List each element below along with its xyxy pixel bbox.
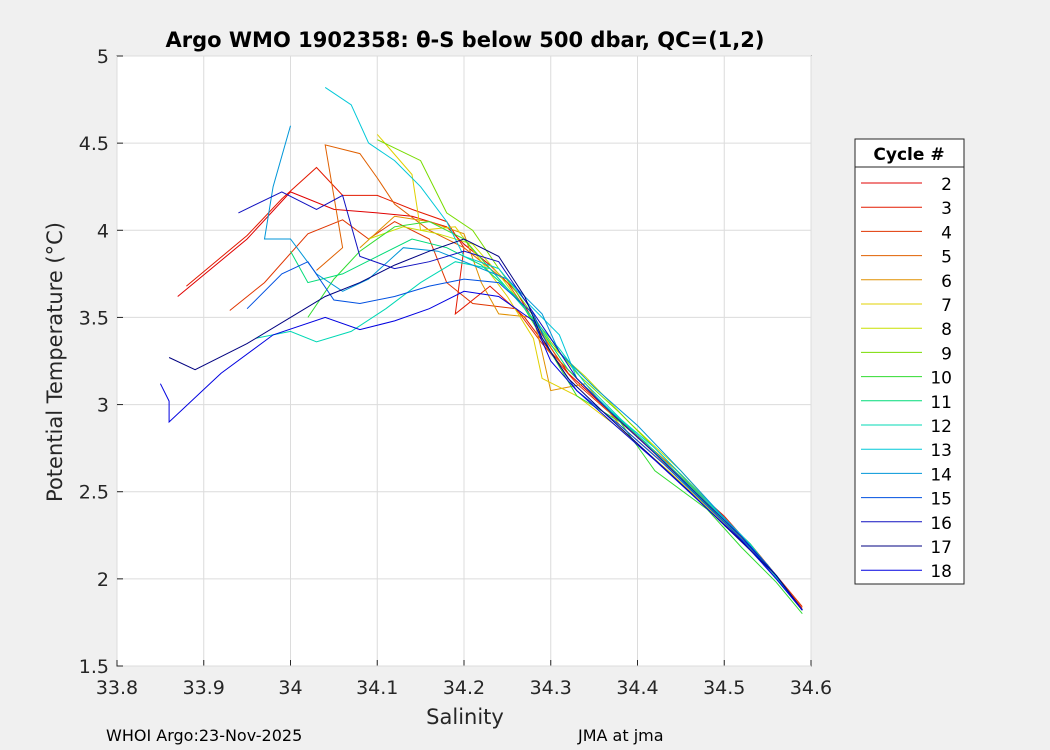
legend-label: 17 xyxy=(930,538,952,558)
legend-label: 14 xyxy=(930,465,952,485)
y-tick-label: 4.5 xyxy=(79,133,109,155)
x-tick-label: 33.8 xyxy=(96,677,138,699)
legend-label: 10 xyxy=(930,369,952,389)
y-tick-label: 1.5 xyxy=(79,656,109,678)
series-line-cycle-14 xyxy=(263,125,803,611)
legend-label: 13 xyxy=(930,441,952,461)
footer-left: WHOI Argo:23-Nov-2025 xyxy=(106,726,303,745)
y-tick-labels: 1.5 2 2.5 3 3.5 4 4.5 5 xyxy=(79,46,109,678)
legend-label: 2 xyxy=(941,175,952,195)
chart-title: Argo WMO 1902358: θ-S below 500 dbar, QC… xyxy=(166,28,765,52)
x-tick-label: 34.6 xyxy=(790,677,832,699)
x-tick-labels: 33.8 33.9 34 34.1 34.2 34.3 34.4 34.5 34.6 xyxy=(96,677,832,699)
y-tick-label: 3.5 xyxy=(79,307,109,329)
series-line-cycle-17 xyxy=(168,238,803,611)
y-tick-label: 4 xyxy=(97,220,109,242)
series-line-cycle-12 xyxy=(255,261,803,611)
legend-label: 11 xyxy=(930,393,952,413)
y-tick-label: 2 xyxy=(97,569,109,591)
legend-label: 8 xyxy=(941,320,952,340)
legend-label: 16 xyxy=(930,514,952,534)
series-line-cycle-16 xyxy=(238,191,803,611)
legend-label: 7 xyxy=(941,296,952,316)
series-line-cycle-15 xyxy=(246,261,803,611)
y-tick-label: 2.5 xyxy=(79,482,109,504)
legend-label: 3 xyxy=(941,199,952,219)
series-line-cycle-7 xyxy=(376,134,803,611)
legend-label: 5 xyxy=(941,248,952,268)
legend-items: 2 3 4 5 6 7 8 9 10 11 12 13 14 15 16 17 18 xyxy=(861,175,952,582)
grid-lines xyxy=(116,55,812,667)
x-tick-label: 34.3 xyxy=(530,677,572,699)
x-tick-label: 34 xyxy=(278,677,302,699)
legend-label: 12 xyxy=(930,417,952,437)
x-tick-label: 34.4 xyxy=(616,677,658,699)
series-line-cycle-18 xyxy=(159,290,803,611)
legend-title: Cycle # xyxy=(873,145,944,165)
x-tick-label: 33.9 xyxy=(183,677,225,699)
legend-label: 6 xyxy=(941,272,952,292)
y-tick-label: 3 xyxy=(97,395,109,417)
footer-right: JMA at jma xyxy=(578,726,664,745)
x-axis-label: Salinity xyxy=(426,705,504,729)
legend-label: 15 xyxy=(930,490,952,510)
y-axis-label: Potential Temperature (°C) xyxy=(43,222,67,502)
y-tick-label: 5 xyxy=(97,46,109,68)
series-layer xyxy=(159,86,803,615)
legend: Cycle # 2 3 4 5 6 7 8 9 10 11 12 13 14 15 16 17 18 xyxy=(854,138,965,585)
legend-label: 18 xyxy=(930,562,952,582)
x-tick-label: 34.1 xyxy=(356,677,398,699)
legend-box xyxy=(854,138,965,585)
x-tick-label: 34.2 xyxy=(443,677,485,699)
legend-label: 9 xyxy=(941,344,952,364)
x-tick-label: 34.5 xyxy=(703,677,745,699)
legend-label: 4 xyxy=(941,223,952,243)
